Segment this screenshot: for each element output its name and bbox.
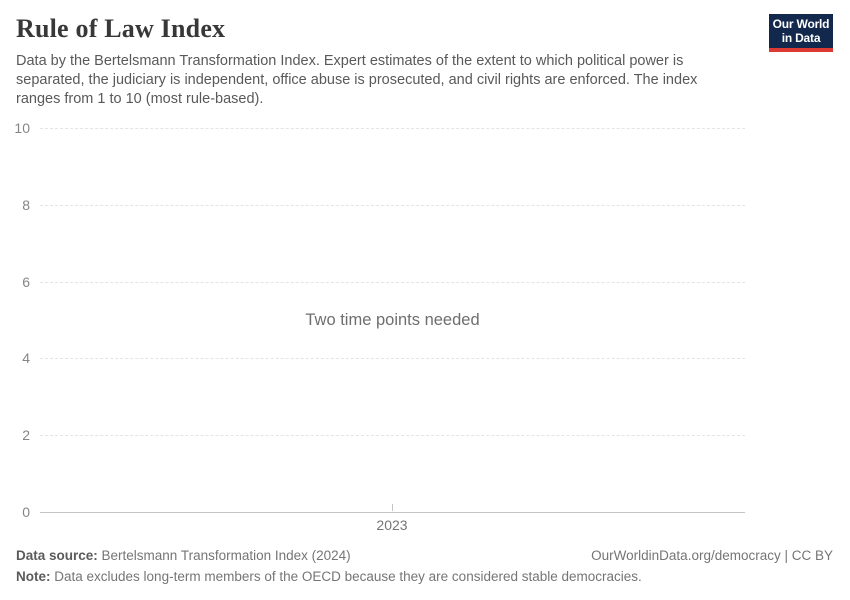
x-axis-line	[40, 512, 745, 513]
gridline	[40, 358, 745, 359]
owid-logo[interactable]: Our World in Data	[769, 14, 833, 52]
x-axis-tick-label: 2023	[376, 517, 408, 533]
y-axis-tick-label: 4	[22, 350, 30, 366]
data-source-text: Bertelsmann Transformation Index (2024)	[97, 548, 351, 563]
y-axis-tick-label: 6	[22, 274, 30, 290]
note-label: Note:	[16, 569, 51, 584]
gridline	[40, 435, 745, 436]
owid-logo-line2: in Data	[781, 31, 821, 45]
owid-logo-line1: Our World	[772, 17, 830, 31]
gridline	[40, 205, 745, 206]
gridline	[40, 282, 745, 283]
y-axis-tick-label: 0	[22, 504, 30, 520]
chart-subtitle: Data by the Bertelsmann Transformation I…	[16, 53, 698, 107]
y-axis-tick-label: 8	[22, 197, 30, 213]
data-source-label: Data source:	[16, 548, 98, 563]
gridline	[40, 128, 745, 129]
data-source-line: Data source: Bertelsmann Transformation …	[16, 548, 351, 564]
chart-title: Rule of Law Index	[16, 14, 226, 43]
attribution-link[interactable]: OurWorldinData.org/democracy | CC BY	[591, 548, 833, 563]
note-text: Data excludes long-term members of the O…	[50, 569, 642, 584]
y-axis-tick-label: 2	[22, 427, 30, 443]
y-axis-tick-label: 10	[14, 120, 30, 136]
x-axis-tick-mark	[392, 504, 393, 511]
chart-footer: Data source: Bertelsmann Transformation …	[16, 548, 833, 585]
note-line: Note: Data excludes long-term members of…	[16, 569, 833, 585]
empty-state-message: Two time points needed	[305, 311, 480, 329]
